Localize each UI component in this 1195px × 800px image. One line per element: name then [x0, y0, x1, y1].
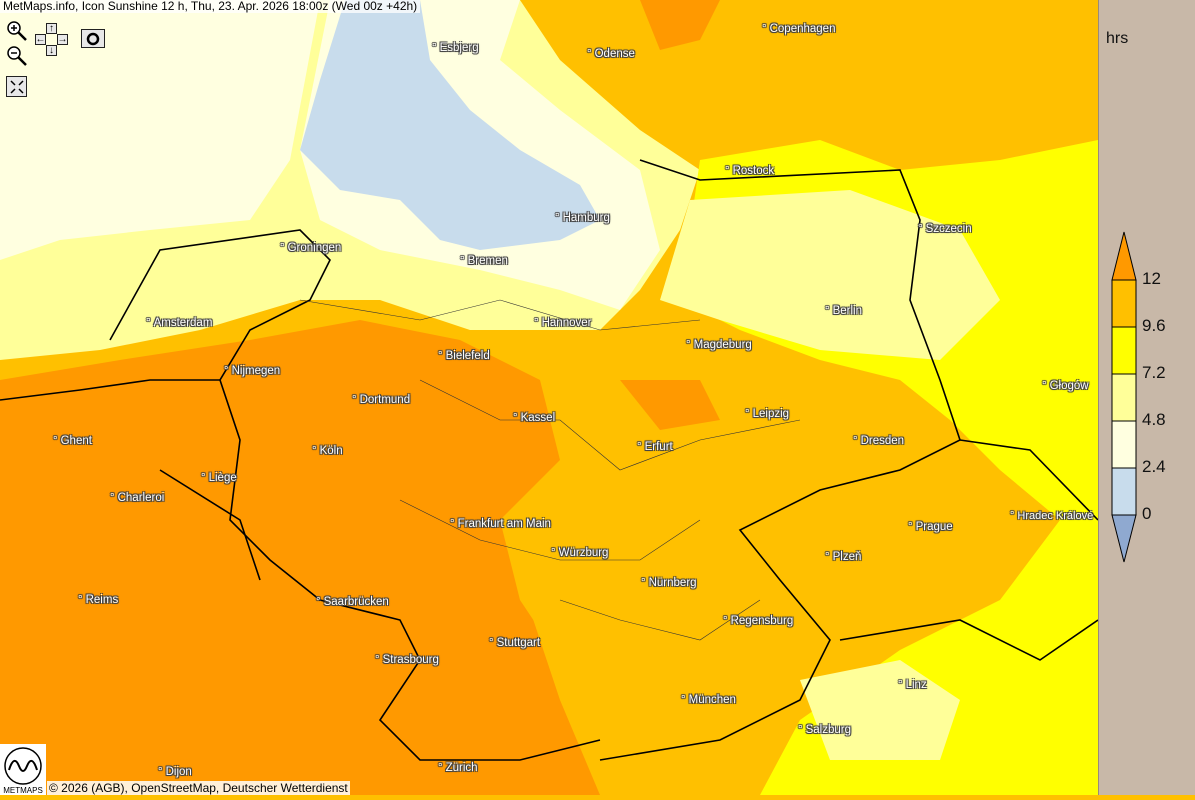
pan-down-button[interactable]: ↓	[46, 45, 57, 56]
legend-label: 2.4	[1142, 457, 1166, 476]
city-label: Dresden	[853, 435, 904, 447]
legend-label: 9.6	[1142, 316, 1166, 335]
city-label: Kassel	[513, 412, 556, 424]
city-label: Zürich	[438, 762, 478, 774]
city-label: Głogów	[1042, 380, 1089, 392]
pan-right-button[interactable]: →	[57, 33, 68, 45]
city-label: Strasbourg	[375, 654, 439, 666]
city-label: München	[681, 694, 736, 706]
city-label: Würzburg	[551, 547, 609, 559]
fullscreen-icon[interactable]	[6, 76, 27, 97]
city-label: Rostock	[725, 165, 775, 177]
city-label: Prague	[908, 521, 953, 533]
city-label: Reims	[78, 594, 119, 606]
legend-label: 0	[1142, 504, 1152, 523]
sunshine-field	[0, 0, 1098, 795]
city-label: Linz	[898, 679, 927, 691]
city-label: Hamburg	[555, 212, 610, 224]
camera-icon[interactable]	[81, 29, 105, 48]
legend-label: 12	[1142, 269, 1161, 288]
city-label: Saarbrücken	[316, 596, 389, 608]
city-label: Esbjerg	[432, 42, 479, 54]
city-label: Charleroi	[110, 492, 165, 504]
city-label: Dortmund	[352, 394, 411, 406]
map-title: MetMaps.info, Icon Sunshine 12 h, Thu, 2…	[0, 0, 421, 13]
city-label: Bielefeld	[438, 350, 490, 362]
city-label: Hradec Králové	[1010, 510, 1093, 522]
city-label: Nürnberg	[641, 577, 697, 589]
legend-label: 7.2	[1142, 363, 1166, 382]
city-label: Regensburg	[723, 615, 794, 627]
legend-label: 4.8	[1142, 410, 1166, 429]
city-label: Szczecin	[918, 223, 972, 235]
city-label: Leipzig	[745, 408, 789, 420]
city-label: Copenhagen	[762, 23, 836, 35]
city-label: Salzburg	[798, 724, 851, 736]
city-label: Amsterdam	[146, 317, 213, 329]
metmaps-logo: METMAPS	[0, 744, 46, 795]
city-label: Stuttgart	[489, 637, 540, 649]
city-label: Ghent	[53, 435, 92, 447]
zoom-out-icon[interactable]	[6, 45, 28, 67]
city-label: Nijmegen	[224, 365, 281, 377]
color-scale-bar	[1111, 231, 1137, 563]
city-label: Plzeň	[825, 551, 862, 563]
city-label: Erfurt	[637, 441, 673, 453]
legend-units: hrs	[1106, 30, 1129, 47]
pan-up-button[interactable]: ↑	[46, 23, 57, 34]
city-label: Odense	[587, 48, 635, 60]
city-label: Dijon	[158, 766, 192, 778]
legend-panel: hrs 12 9.6 7.2 4.8 2.4 0	[1098, 0, 1195, 795]
copyright-text: © 2026 (AGB), OpenStreetMap, Deutscher W…	[47, 781, 350, 795]
pan-left-button[interactable]: ←	[35, 33, 46, 45]
city-label: Köln	[312, 445, 343, 457]
city-label: Bremen	[460, 255, 508, 267]
city-label: Liège	[201, 472, 237, 484]
svg-text:METMAPS: METMAPS	[3, 786, 43, 795]
city-label: Hannover	[534, 317, 592, 329]
city-label: Frankfurt am Main	[450, 518, 551, 530]
zoom-in-icon[interactable]	[6, 20, 28, 42]
weather-map[interactable]: MetMaps.info, Icon Sunshine 12 h, Thu, 2…	[0, 0, 1098, 795]
city-label: Groningen	[280, 242, 342, 254]
city-label: Magdeburg	[686, 339, 752, 351]
city-label: Berlin	[825, 305, 862, 317]
